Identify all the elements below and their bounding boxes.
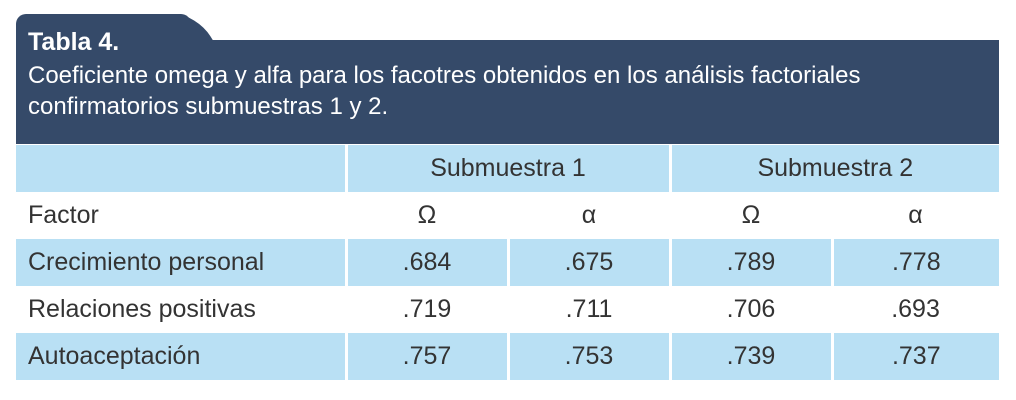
table-header-band: Tabla 4. Coeficiente omega y alfa para l… bbox=[16, 28, 999, 144]
column-header-omega-2: Ω bbox=[741, 201, 761, 229]
table-row: Autoaceptación .757 .753 .739 .737 bbox=[16, 333, 1000, 380]
table-row: Crecimiento personal .684 .675 .789 .778 bbox=[16, 239, 1000, 286]
table-row: Relaciones positivas .719 .711 .706 .693 bbox=[16, 286, 999, 333]
row-factor: Relaciones positivas bbox=[28, 295, 256, 323]
table-title: Tabla 4. bbox=[28, 28, 120, 56]
row-factor: Crecimiento personal bbox=[16, 239, 346, 286]
cell-value: .706 bbox=[726, 295, 776, 323]
empty-header-cell bbox=[16, 145, 346, 192]
row-factor: Autoaceptación bbox=[16, 333, 346, 380]
cell-value: .739 bbox=[668, 333, 833, 380]
group-header-row: Submuestra 1 Submuestra 2 bbox=[16, 145, 1000, 192]
group-header-submuestra-2: Submuestra 2 bbox=[668, 145, 1000, 192]
cell-value: .719 bbox=[402, 295, 452, 323]
cell-value: .711 bbox=[565, 295, 613, 323]
column-header-alpha-1: α bbox=[581, 201, 597, 229]
column-header-row: Factor Ω α Ω α bbox=[16, 192, 999, 239]
column-header-factor: Factor bbox=[28, 201, 99, 229]
cell-value: .675 bbox=[506, 239, 671, 286]
cell-value: .693 bbox=[891, 295, 940, 323]
cell-value: .757 bbox=[344, 333, 508, 380]
data-table: Submuestra 1 Submuestra 2 Factor Ω α Ω α… bbox=[16, 145, 1000, 380]
cell-value: .753 bbox=[506, 333, 671, 380]
cell-value: .737 bbox=[830, 333, 1000, 380]
cell-value: .778 bbox=[830, 239, 1000, 286]
column-header-omega-1: Ω bbox=[417, 201, 437, 229]
cell-value: .789 bbox=[668, 239, 833, 286]
table-caption: Coeficiente omega y alfa para los facotr… bbox=[28, 62, 861, 120]
column-header-alpha-2: α bbox=[908, 201, 923, 229]
cell-value: .684 bbox=[344, 239, 508, 286]
group-header-submuestra-1: Submuestra 1 bbox=[344, 145, 671, 192]
